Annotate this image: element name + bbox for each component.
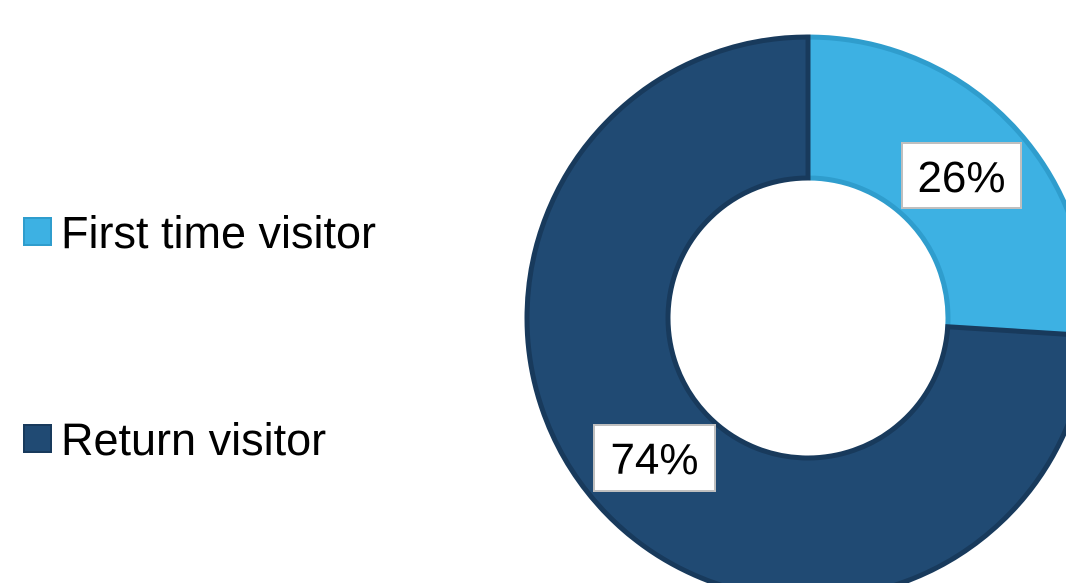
data-label-first-time-visitor: 26%: [901, 142, 1022, 209]
slices-layer: [524, 34, 1066, 583]
legend-label-return-visitor: Return visitor: [61, 414, 326, 465]
data-label-return-visitor: 74%: [593, 424, 716, 492]
data-labels: 26% 74%: [593, 142, 1022, 492]
legend-swatch-first-time-visitor: [23, 217, 52, 246]
legend-label-first-time-visitor: First time visitor: [61, 207, 376, 258]
data-label-text-first-time-visitor: 26%: [917, 153, 1005, 202]
legend-swatch-return-visitor: [23, 424, 52, 453]
chart-legend: First time visitor Return visitor: [23, 207, 376, 465]
data-label-text-return-visitor: 74%: [610, 435, 698, 484]
